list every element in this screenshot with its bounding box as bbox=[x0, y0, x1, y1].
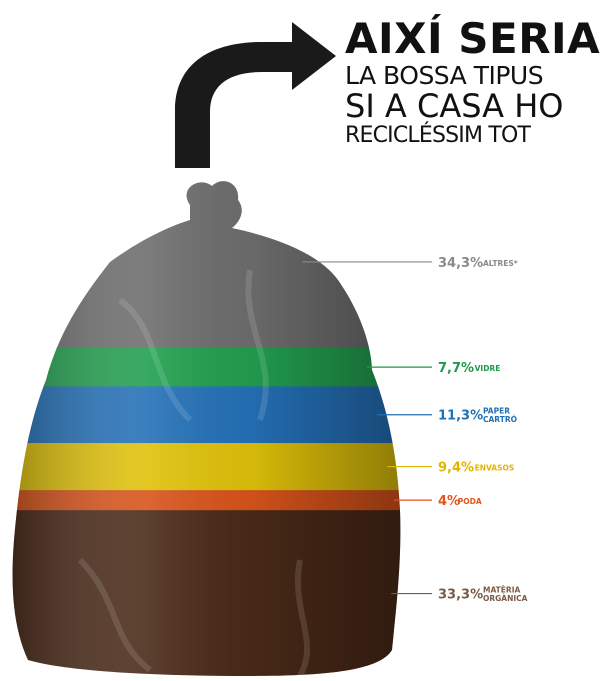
value-label-5: 4% bbox=[438, 494, 460, 509]
value-label-3: 11,3% bbox=[438, 409, 483, 424]
headline-line-2: LA BOSSA TIPUS bbox=[345, 63, 613, 88]
category-label-6-line-2: ORGÀNICA bbox=[483, 594, 528, 603]
headline: AIXÍ SERIA LA BOSSA TIPUS SI A CASA HO R… bbox=[345, 18, 613, 147]
curved-arrow-icon bbox=[175, 22, 336, 168]
category-label-3-line-2: CARTRÓ bbox=[483, 415, 517, 424]
headline-line-4: RECICLÉSSIM TOT bbox=[345, 125, 613, 147]
value-label-2: 7,7% bbox=[438, 361, 474, 376]
category-label-4: ENVASOS bbox=[475, 464, 515, 473]
category-label-1: ALTRES* bbox=[483, 259, 518, 268]
headline-line-3: SI A CASA HO bbox=[345, 90, 613, 122]
category-label-2: VIDRE bbox=[475, 364, 501, 373]
headline-line-1: AIXÍ SERIA bbox=[345, 18, 613, 60]
category-label-5: PODA bbox=[458, 497, 482, 506]
value-label-4: 9,4% bbox=[438, 461, 474, 476]
value-label-1: 34,3% bbox=[438, 256, 483, 271]
value-label-6: 33,3% bbox=[438, 588, 483, 603]
